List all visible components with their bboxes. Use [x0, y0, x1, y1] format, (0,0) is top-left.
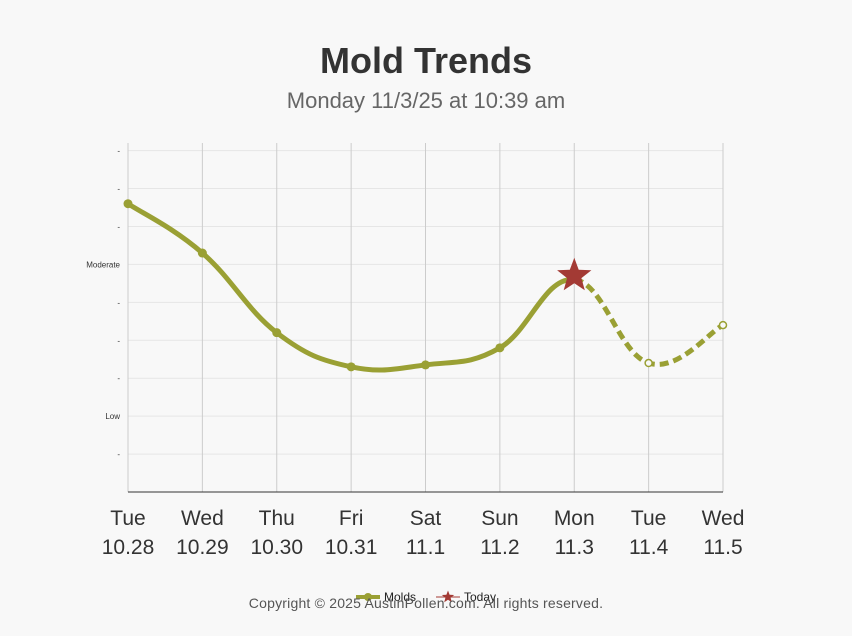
y-tick-label: - — [117, 222, 120, 231]
x-tick-day: Mon — [554, 507, 595, 530]
copyright-notice: Copyright © 2025 AustinPollen.com. All r… — [248, 595, 604, 611]
y-axis-ticks: - Low - - - Moderate - - - — [86, 147, 120, 459]
legend-label-today: Today — [464, 590, 496, 604]
today-star-icon[interactable] — [557, 257, 592, 291]
x-tick-day: Tue — [110, 507, 145, 530]
vertical-gridlines — [127, 143, 724, 492]
x-tick-day: Tue — [631, 507, 666, 530]
x-tick-day: Wed — [181, 507, 224, 530]
x-tick-date: 10.30 — [250, 536, 303, 559]
y-tick-label: - — [117, 147, 120, 156]
chart-subtitle: Monday 11/3/25 at 10:39 am — [286, 88, 566, 113]
legend: Molds Today — [356, 590, 496, 604]
x-axis-ticks: Tue 10.28 Wed 10.29 Thu 10.30 Fri 10.31 Sat 11.1 S… — [102, 507, 745, 559]
y-tick-label: - — [117, 336, 120, 345]
y-tick-label: Moderate — [86, 260, 120, 269]
legend-item-today[interactable]: Today — [436, 590, 496, 604]
molds-point[interactable] — [495, 343, 505, 353]
y-tick-label: - — [117, 374, 120, 383]
x-tick-date: 11.3 — [555, 536, 594, 559]
legend-star-icon — [441, 590, 455, 603]
x-tick-day: Thu — [259, 507, 295, 530]
molds-point[interactable] — [421, 360, 430, 370]
molds-points — [123, 199, 728, 372]
x-tick-day: Sat — [410, 507, 442, 530]
x-tick-date: 11.4 — [629, 536, 669, 559]
x-tick-date: 10.31 — [325, 536, 378, 559]
molds-point[interactable] — [272, 328, 282, 338]
y-tick-label: - — [117, 298, 120, 307]
x-tick-day: Sun — [481, 507, 518, 530]
chart-title: Mold Trends — [319, 40, 532, 81]
molds-point[interactable] — [123, 199, 133, 209]
x-tick-date: 10.29 — [176, 536, 229, 559]
molds-point[interactable] — [346, 362, 356, 372]
x-tick-day: Fri — [339, 507, 364, 530]
y-tick-label: - — [117, 185, 120, 194]
today-marker-group — [557, 257, 592, 291]
legend-label-molds: Molds — [384, 590, 416, 604]
y-tick-label: Low — [105, 412, 120, 421]
molds-forecast-point[interactable] — [644, 358, 653, 368]
x-tick-date: 11.5 — [703, 536, 742, 559]
x-tick-day: Wed — [702, 507, 745, 530]
legend-item-molds[interactable]: Molds — [356, 590, 416, 604]
x-tick-date: 11.1 — [406, 536, 445, 559]
y-tick-label: - — [117, 450, 120, 459]
x-tick-date: 10.28 — [102, 536, 155, 559]
x-tick-date: 11.2 — [480, 536, 519, 559]
molds-point[interactable] — [197, 248, 207, 258]
molds-forecast-point[interactable] — [718, 320, 728, 330]
